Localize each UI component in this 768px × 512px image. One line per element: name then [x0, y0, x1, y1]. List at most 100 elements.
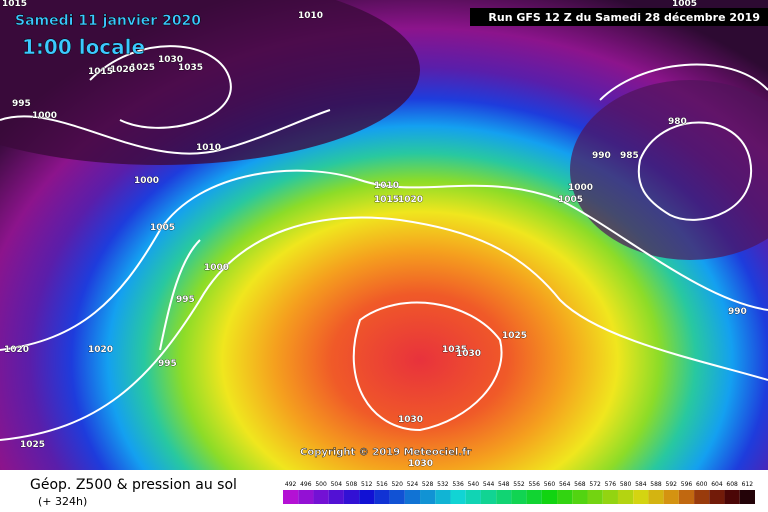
isobar-label: 1035: [178, 63, 203, 73]
legend-label: 556: [528, 481, 540, 488]
legend-label: 552: [513, 481, 525, 488]
legend-swatch: [526, 490, 542, 504]
legend-label: 544: [483, 481, 495, 488]
legend-label: 564: [559, 481, 571, 488]
legend-label: 576: [605, 481, 617, 488]
legend-swatch: [541, 490, 558, 504]
legend-swatch: [298, 490, 314, 504]
isobar-label: 995: [158, 359, 177, 369]
isobar-label: 985: [620, 151, 639, 161]
isobar-label: 980: [668, 117, 687, 127]
isobar-label: 1030: [456, 349, 481, 359]
legend-swatch: [404, 490, 421, 504]
isobar-label: 995: [12, 99, 31, 109]
isobar-label: 1005: [558, 195, 583, 205]
legend-swatch: [313, 490, 329, 504]
legend-label: 524: [407, 481, 419, 488]
legend-label: 536: [452, 481, 464, 488]
legend-label: 504: [331, 481, 343, 488]
legend-label: 580: [620, 481, 632, 488]
legend-swatch: [648, 490, 664, 504]
legend-label: 572: [589, 481, 601, 488]
legend-label: 560: [544, 481, 556, 488]
isobar-label: 1015: [88, 67, 113, 77]
legend-swatch: [724, 490, 740, 504]
legend-swatch: [663, 490, 679, 504]
valid-date: Samedi 11 janvier 2020: [15, 13, 201, 29]
isobar-label: 990: [592, 151, 611, 161]
legend-label: 588: [650, 481, 662, 488]
footer-title: Géop. Z500 & pression au sol: [30, 477, 237, 493]
legend-label: 568: [574, 481, 586, 488]
isobar-label: 1025: [20, 440, 45, 450]
isobar-label: 1015: [374, 195, 399, 205]
legend-swatch: [359, 490, 375, 504]
isobar-label: 1005: [672, 0, 697, 9]
isobar-label: 1000: [134, 176, 159, 186]
legend-label: 520: [391, 481, 403, 488]
legend-label: 596: [681, 481, 693, 488]
legend-label: 592: [666, 481, 678, 488]
legend-swatch: [602, 490, 618, 504]
legend-swatch: [587, 490, 603, 504]
isobar-label: 1005: [150, 223, 175, 233]
legend-label: 528: [422, 481, 434, 488]
legend-label: 512: [361, 481, 373, 488]
legend-swatch: [343, 490, 360, 504]
legend-label: 532: [437, 481, 449, 488]
legend-label: 500: [315, 481, 327, 488]
legend-label: 540: [468, 481, 480, 488]
low-height-area: [0, 0, 420, 165]
legend-swatch: [389, 490, 405, 504]
run-box: [470, 8, 768, 26]
legend-label: 584: [635, 481, 647, 488]
isobar-label: 1010: [196, 143, 221, 153]
legend-swatch: [617, 490, 634, 504]
legend-label: 612: [742, 481, 754, 488]
legend-swatch: [420, 490, 436, 504]
isobar-label: 1000: [204, 263, 229, 273]
legend-swatch: [283, 490, 299, 504]
isobar-label: 990: [728, 307, 747, 317]
isobar-label: 1025: [130, 63, 155, 73]
run-info: Run GFS 12 Z du Samedi 28 décembre 2019: [488, 11, 760, 24]
isobar-label: 1020: [4, 345, 29, 355]
isobar-label: 1030: [408, 459, 433, 469]
legend-swatch: [480, 490, 497, 504]
legend-swatch: [511, 490, 527, 504]
legend-swatch: [465, 490, 481, 504]
isobar-label: 1030: [398, 415, 423, 425]
legend-swatch: [709, 490, 725, 504]
isobar-label: 1020: [88, 345, 113, 355]
isobars: [0, 45, 768, 441]
isobar-label: 1030: [158, 55, 183, 65]
legend-label: 496: [300, 481, 312, 488]
legend-swatch: [328, 490, 344, 504]
legend-swatch: [633, 490, 649, 504]
isobar-label: 1010: [298, 11, 323, 21]
legend-label: 508: [346, 481, 358, 488]
legend-label: 516: [376, 481, 388, 488]
isobar-label: 1035: [442, 345, 467, 355]
legend-label: 608: [726, 481, 738, 488]
isobar-label: 1015: [2, 0, 27, 9]
isobar-label: 1020: [398, 195, 423, 205]
legend-label: 600: [696, 481, 708, 488]
isobar-label: 1010: [374, 181, 399, 191]
legend-label: 492: [285, 481, 297, 488]
legend-swatch: [678, 490, 695, 504]
valid-time: 1:00 locale: [22, 35, 145, 59]
isobar-label: 995: [176, 295, 195, 305]
legend-swatch: [374, 490, 390, 504]
legend-swatch: [739, 490, 755, 504]
isobar-label: 1000: [32, 111, 57, 121]
legend-swatch: [450, 490, 466, 504]
legend-label: 548: [498, 481, 510, 488]
legend-swatch: [496, 490, 512, 504]
isobar-label: 1020: [110, 65, 135, 75]
isobar-label: 1025: [502, 331, 527, 341]
legend-label: 604: [711, 481, 723, 488]
